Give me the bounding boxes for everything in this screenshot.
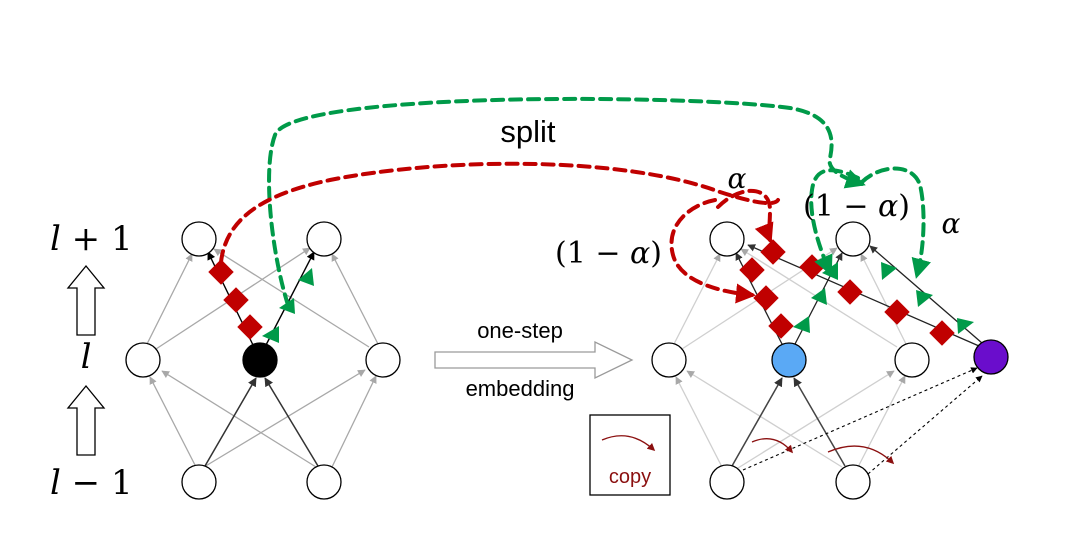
right-weight-label: (1 − α) [803,189,910,224]
red-diamond [929,320,955,346]
copy-legend-box [589,414,671,496]
alpha-top-label: α [728,162,747,195]
embedding-arrow [434,340,634,380]
right-top-node-1 [709,221,745,257]
copy-legend: copy [589,414,671,496]
red-diamond [760,239,786,265]
right-mid-node-1 [651,342,687,378]
green-branch-right [860,166,931,279]
red-diamond [208,259,234,285]
red-diamond [768,313,794,339]
left-edges-to-black-node [204,377,319,467]
left-top-node-1 [181,221,217,257]
right-bottom-node-2 [835,464,871,500]
red-path [219,161,780,264]
red-diamond [884,299,910,325]
right-bottom-node-1 [709,464,745,500]
left-network [125,221,401,500]
layer-label-middle: l [81,337,92,377]
left-nodes [125,221,401,500]
right-blue-node [771,342,807,378]
one-step-label: one-step [477,318,563,343]
right-purple-node [973,339,1009,375]
copy-arrows [751,438,895,465]
right-edges-bottom-to-middle [675,370,906,469]
layer-up-arrow-bottom [66,384,106,456]
green-triangle [881,262,897,280]
green-triangle [298,268,314,286]
red-diamond [837,279,863,305]
green-branch-left [809,168,860,276]
layer-label-bottom: l − 1 [50,463,133,503]
right-top-node-2 [835,221,871,257]
layer-label-top: l + 1 [50,219,133,259]
dashed-paths [219,96,931,307]
left-black-node [242,342,278,378]
red-branch-one-minus-alpha [669,198,756,304]
left-mid-node-1 [125,342,161,378]
red-diamond [223,287,249,313]
right-network [651,221,1009,500]
right-edges-to-blue-node [731,377,846,467]
right-nodes [651,221,1009,500]
left-weight-label: (1 − α) [555,236,662,271]
layer-up-arrow-top [66,264,106,336]
copy-legend-arrow [601,435,656,452]
left-edges-middle-to-top [146,247,379,350]
red-diamond [753,285,779,311]
red-diamond [237,314,263,340]
left-mid-node-3 [365,342,401,378]
left-bottom-node-2 [306,464,342,500]
green-split-path [267,96,866,307]
green-triangle [957,318,974,334]
green-triangle [811,288,827,305]
green-triangle [262,326,279,343]
red-diamond [739,257,765,283]
red-branch-alpha [716,188,774,244]
alpha-right-label: α [942,207,961,240]
left-bottom-node-1 [181,464,217,500]
embedding-label: embedding [466,376,575,401]
green-triangle [793,316,810,333]
copy-label: copy [609,466,651,488]
left-edges-bottom-to-middle [149,369,377,468]
left-top-node-2 [306,221,342,257]
split-label: split [500,114,556,149]
left-red-diamonds [208,259,263,340]
right-mid-node-3 [894,342,930,378]
green-triangle [916,290,933,307]
